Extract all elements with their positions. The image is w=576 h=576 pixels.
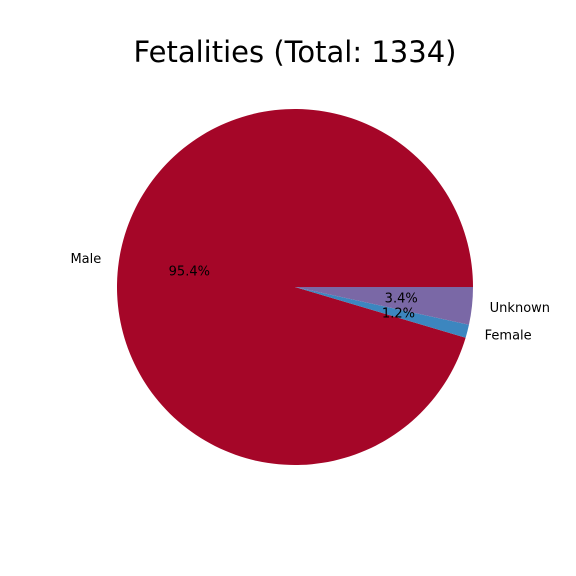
slice-percent-female: 1.2% xyxy=(382,307,415,322)
pie-slices xyxy=(117,109,473,466)
pie-slice-male xyxy=(117,109,473,466)
pie-slice-unknown xyxy=(295,287,473,325)
chart-title: Fetalities (Total: 1334) xyxy=(134,35,457,69)
slice-percent-male: 95.4% xyxy=(169,265,210,280)
pie-slice-female xyxy=(295,287,469,338)
slice-label-female: Female xyxy=(485,329,532,344)
pie-labels: Male 95.4% Female 1.2% Unknown 3.4% xyxy=(70,252,550,344)
slice-percent-unknown: 3.4% xyxy=(385,291,418,306)
slice-label-male: Male xyxy=(70,252,101,267)
slice-label-unknown: Unknown xyxy=(490,301,550,316)
